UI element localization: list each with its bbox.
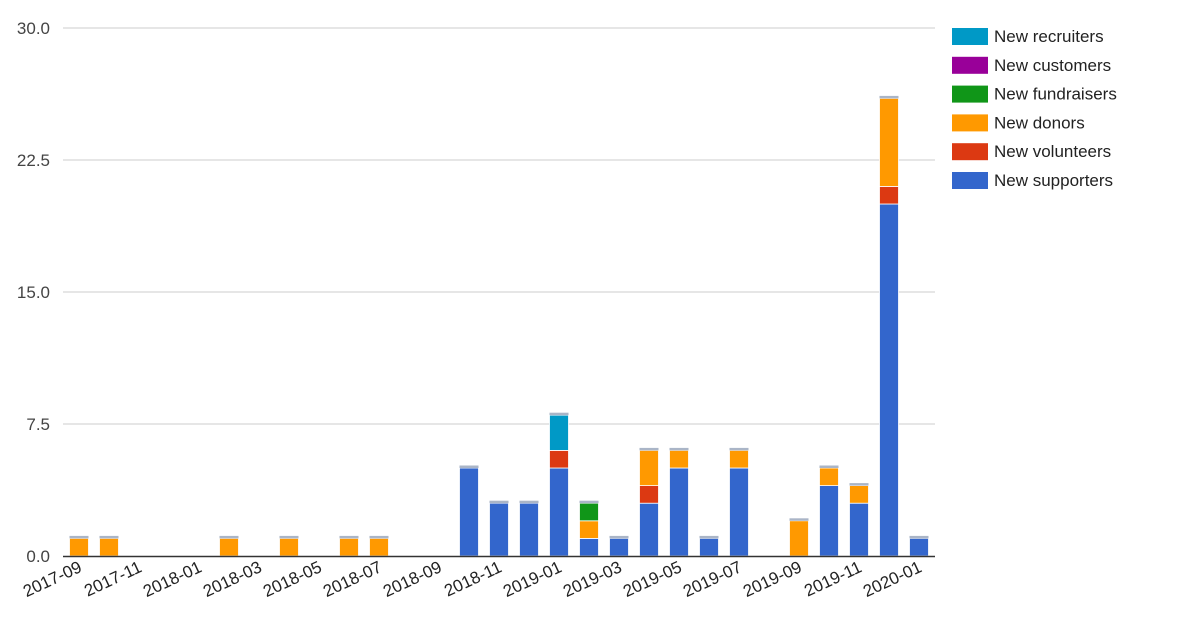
x-tick-label: 2019-01 — [500, 557, 565, 601]
bar-top-cap — [729, 447, 749, 451]
bar-top-cap — [819, 465, 839, 468]
bar-segment — [789, 520, 809, 557]
bar-segment — [219, 538, 239, 557]
bar-top-cap — [699, 535, 719, 539]
x-tick-label: 2018-07 — [320, 557, 385, 601]
bar-segment — [549, 467, 569, 557]
bar-top-cap — [789, 518, 809, 521]
bar-top-cap — [99, 535, 119, 539]
bar-top-cap — [369, 535, 389, 539]
bar-segment — [579, 520, 599, 539]
legend-swatch — [952, 56, 988, 74]
x-tick-label: 2018-09 — [380, 557, 445, 601]
bar-segment — [909, 538, 929, 557]
legend-swatch — [952, 28, 988, 45]
legend-swatch — [952, 143, 988, 161]
bar-segment — [609, 538, 629, 557]
y-tick-label: 7.5 — [26, 415, 50, 434]
bar-segment — [99, 538, 119, 557]
bar-segment — [639, 449, 659, 486]
bar-top-cap — [609, 535, 629, 539]
legend-label: New customers — [994, 56, 1111, 75]
bar-segment — [69, 538, 89, 557]
bar-top-cap — [519, 500, 539, 504]
bar-segment — [849, 485, 869, 504]
legend-swatch — [952, 172, 988, 189]
legend-label: New volunteers — [994, 142, 1111, 161]
bar-top-cap — [459, 465, 479, 468]
legend-label: New supporters — [994, 171, 1113, 190]
bar-segment — [729, 449, 749, 469]
bar-top-cap — [69, 535, 89, 539]
bar-segment — [699, 538, 719, 557]
y-tick-label: 22.5 — [17, 151, 50, 170]
x-tick-label: 2018-05 — [260, 557, 325, 601]
y-tick-label: 30.0 — [17, 19, 50, 38]
y-tick-label: 15.0 — [17, 283, 50, 302]
y-axis-ticks: 0.0 7.5 15.0 22.5 30.0 — [17, 19, 50, 566]
x-tick-label: 2019-05 — [620, 557, 685, 601]
bar-top-cap — [639, 447, 659, 451]
bar-segment — [669, 449, 689, 469]
bar-segment — [729, 467, 749, 557]
bar-top-cap — [339, 535, 359, 539]
bar-segment — [519, 502, 539, 557]
bar-top-cap — [669, 447, 689, 451]
bar-segment — [669, 467, 689, 557]
x-tick-label: 2018-11 — [441, 557, 504, 600]
legend-swatch — [952, 85, 988, 103]
bar-segment — [489, 502, 509, 557]
bar-segment — [279, 538, 299, 557]
bars — [69, 95, 929, 557]
y-tick-label: 0.0 — [26, 547, 50, 566]
bar-top-cap — [279, 535, 299, 539]
bar-segment — [879, 203, 899, 557]
legend: New recruiters New customers New fundraise… — [952, 27, 1117, 190]
legend-label: New donors — [994, 113, 1085, 132]
bar-segment — [579, 502, 599, 522]
bar-segment — [549, 449, 569, 469]
bar-segment — [849, 502, 869, 557]
bar-segment — [579, 538, 599, 557]
gridlines — [63, 27, 935, 425]
x-tick-label: 2019-03 — [560, 557, 625, 601]
x-tick-label: 2019-11 — [801, 557, 864, 600]
bar-segment — [819, 467, 839, 487]
legend-label: New recruiters — [994, 27, 1104, 46]
bar-top-cap — [489, 500, 509, 504]
bar-top-cap — [909, 535, 929, 539]
bar-segment — [459, 467, 479, 557]
bar-segment — [879, 185, 899, 205]
bar-segment — [639, 485, 659, 504]
x-tick-label: 2020-01 — [860, 557, 925, 601]
x-tick-label: 2017-11 — [81, 557, 144, 600]
x-tick-label: 2019-09 — [740, 557, 805, 601]
legend-swatch — [952, 114, 988, 132]
bar-segment — [339, 538, 359, 557]
x-axis-ticks: 2017-092017-112018-012018-032018-052018-… — [20, 557, 925, 601]
legend-label: New fundraisers — [994, 85, 1117, 104]
bar-segment — [549, 414, 569, 451]
bar-segment — [819, 485, 839, 557]
bar-top-cap — [549, 412, 569, 416]
bar-top-cap — [579, 500, 599, 504]
bar-segment — [639, 502, 659, 557]
x-tick-label: 2019-07 — [680, 557, 745, 601]
bar-top-cap — [879, 95, 899, 99]
bar-segment — [879, 98, 899, 187]
x-tick-label: 2018-01 — [140, 557, 205, 601]
bar-top-cap — [219, 535, 239, 539]
bar-segment — [369, 538, 389, 557]
x-tick-label: 2018-03 — [200, 557, 265, 601]
bar-top-cap — [849, 483, 869, 486]
